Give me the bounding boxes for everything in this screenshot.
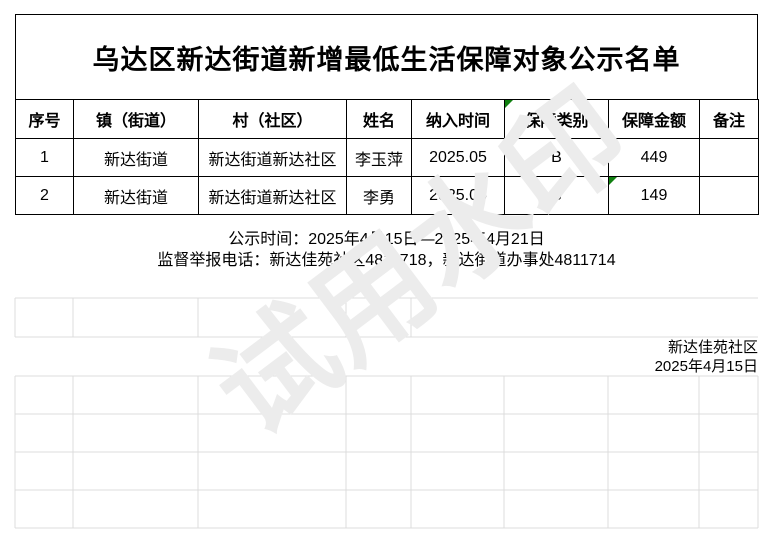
- header-village[interactable]: 村（社区）: [198, 99, 347, 139]
- header-amount[interactable]: 保障金额: [608, 99, 700, 139]
- cell-category[interactable]: B: [504, 176, 609, 215]
- cell-date[interactable]: 2025.05: [411, 176, 505, 215]
- publicity-period-text: 公示时间：2025年4月15日—2025年4月21日: [228, 231, 545, 248]
- header-category[interactable]: 保障类别: [504, 99, 609, 139]
- cell-village[interactable]: 新达街道新达社区: [198, 176, 347, 215]
- cell-amount[interactable]: 149: [608, 176, 700, 215]
- notes-block[interactable]: 公示时间：2025年4月15日—2025年4月21日 监督举报电话：新达佳苑社区…: [15, 229, 758, 271]
- cell-village[interactable]: 新达街道新达社区: [198, 138, 347, 177]
- cell-town[interactable]: 新达街道: [73, 176, 199, 215]
- header-seq[interactable]: 序号: [15, 99, 74, 139]
- header-note[interactable]: 备注: [699, 99, 759, 139]
- error-indicator-icon: [609, 139, 617, 147]
- signature-block[interactable]: 新达佳苑社区 2025年4月15日: [655, 338, 758, 376]
- cell-seq[interactable]: 2: [15, 176, 74, 215]
- cell-amount[interactable]: 449: [608, 138, 700, 177]
- header-town[interactable]: 镇（街道）: [73, 99, 199, 139]
- cell-date[interactable]: 2025.05: [411, 138, 505, 177]
- table-header-row: 序号 镇（街道） 村（社区） 姓名 纳入时间 保障类别 保障金额 备注: [15, 99, 759, 139]
- signature-org: 新达佳苑社区: [667, 339, 758, 356]
- signature-date: 2025年4月15日: [654, 358, 758, 375]
- table-row: 1 新达街道 新达街道新达社区 李玉萍 2025.05 B 449: [15, 138, 759, 177]
- cell-note[interactable]: [699, 176, 759, 215]
- cell-note[interactable]: [699, 138, 759, 177]
- cell-seq[interactable]: 1: [15, 138, 74, 177]
- cell-name[interactable]: 李玉萍: [346, 138, 412, 177]
- error-indicator-icon: [609, 177, 617, 185]
- error-indicator-icon: [505, 100, 513, 108]
- cell-name[interactable]: 李勇: [346, 176, 412, 215]
- table-row: 2 新达街道 新达街道新达社区 李勇 2025.05 B 149: [15, 176, 759, 215]
- header-date[interactable]: 纳入时间: [411, 99, 505, 139]
- hotline-text: 监督举报电话：新达佳苑社区4811718，新达街道办事处4811714: [157, 252, 616, 269]
- cell-category[interactable]: B: [504, 138, 609, 177]
- header-name[interactable]: 姓名: [346, 99, 412, 139]
- title-cell[interactable]: 乌达区新达街道新增最低生活保障对象公示名单: [15, 14, 758, 99]
- page-title: 乌达区新达街道新增最低生活保障对象公示名单: [92, 44, 681, 75]
- notice-table: 序号 镇（街道） 村（社区） 姓名 纳入时间 保障类别 保障金额 备注 1 新达…: [15, 99, 759, 215]
- cell-town[interactable]: 新达街道: [73, 138, 199, 177]
